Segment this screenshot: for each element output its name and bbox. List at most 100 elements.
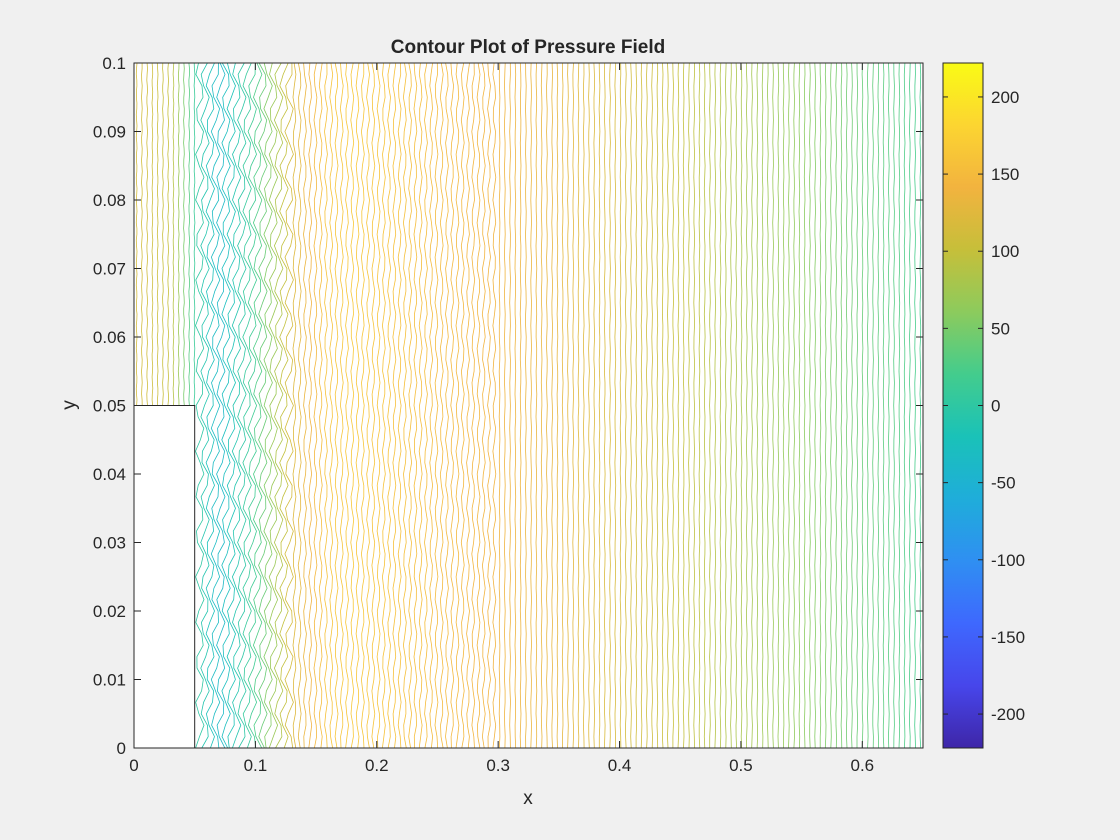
- contour-line: [258, 63, 268, 748]
- contour-line: [635, 63, 638, 748]
- contour-line: [509, 63, 511, 748]
- contour-line: [693, 63, 696, 748]
- colorbar-gradient: [942, 62, 984, 749]
- contour-line: [887, 63, 890, 748]
- contour-line: [530, 63, 532, 748]
- contour-line: [814, 63, 816, 748]
- contour-line: [877, 63, 880, 748]
- contour-line: [851, 63, 853, 748]
- y-axis-ticks: 0 0.01 0.02 0.03 0.04 0.05 0.06 0.07 0.08 0.09 0.1: [93, 54, 923, 758]
- colorbar-tick-label: -100: [991, 551, 1025, 570]
- contour-line: [360, 63, 365, 748]
- contour-line: [903, 63, 906, 748]
- contour-line: [651, 63, 653, 748]
- contour-line: [450, 63, 455, 748]
- x-tick-label: 0: [129, 756, 138, 775]
- contour-line: [292, 63, 297, 748]
- contour-line: [724, 63, 727, 748]
- contour-line: [598, 63, 601, 748]
- y-tick-label: 0.09: [93, 123, 126, 142]
- contour-line: [756, 63, 759, 748]
- contour-line: [525, 63, 527, 748]
- contour-line: [582, 63, 585, 748]
- contour-line: [402, 63, 407, 748]
- chart-title: Contour Plot of Pressure Field: [391, 37, 665, 58]
- contour-line: [350, 63, 355, 748]
- contour-line: [504, 63, 506, 748]
- contour-line: [856, 63, 859, 748]
- contour-line: [719, 63, 722, 748]
- colorbar-tick-label: 200: [991, 88, 1019, 107]
- y-tick-label: 0.08: [93, 191, 126, 210]
- contour-line: [914, 63, 916, 748]
- contour-line: [803, 63, 806, 748]
- contour-line: [567, 63, 569, 748]
- contour-line: [551, 63, 553, 748]
- contour-line: [630, 63, 632, 748]
- contour-line: [162, 63, 164, 406]
- contour-line: [210, 63, 221, 748]
- contour-line: [777, 63, 780, 748]
- contour-line: [455, 63, 460, 748]
- x-tick-label: 0.1: [244, 756, 268, 775]
- contour-line: [672, 63, 674, 748]
- contour-line: [418, 63, 423, 748]
- contour-line: [588, 63, 590, 748]
- contour-line: [273, 63, 284, 748]
- contour-line: [714, 63, 717, 748]
- contour-line: [603, 63, 606, 748]
- contour-line: [793, 63, 795, 748]
- contour-line: [434, 63, 439, 748]
- contour-lines: [135, 63, 922, 748]
- contour-line: [231, 63, 242, 748]
- contour-line: [460, 63, 465, 748]
- contour-line: [313, 63, 318, 748]
- y-tick-label: 0.01: [93, 671, 126, 690]
- contour-line: [872, 63, 874, 748]
- contour-line: [772, 63, 774, 748]
- contour-line: [866, 63, 869, 748]
- contour-line: [481, 63, 486, 748]
- contour-line: [237, 63, 247, 748]
- contour-line: [216, 63, 226, 748]
- contour-line: [646, 63, 648, 748]
- contour-line: [355, 63, 360, 748]
- contour-line: [572, 63, 575, 748]
- contour-line: [135, 63, 138, 406]
- contour-line: [151, 63, 154, 406]
- contour-line: [624, 63, 627, 748]
- y-tick-label: 0.04: [93, 465, 126, 484]
- contour-line: [429, 63, 434, 748]
- contour-line: [667, 63, 669, 748]
- contour-line: [156, 63, 159, 406]
- contour-line: [819, 63, 822, 748]
- colorbar-tick-label: -50: [991, 474, 1016, 493]
- plot-area: 0 0.1 0.2 0.3 0.4 0.5 0.6 0 0.01 0.02 0.03 0.04 0.0…: [93, 54, 924, 775]
- colorbar-ticks: -200 -150 -100 -50 0 50 100 150 200: [943, 88, 1025, 724]
- contour-line: [661, 63, 664, 748]
- y-tick-label: 0.05: [93, 397, 126, 416]
- contour-line: [381, 63, 386, 748]
- contour-line: [682, 63, 685, 748]
- contour-line: [308, 63, 313, 748]
- contour-line: [141, 63, 143, 406]
- contour-line: [656, 63, 659, 748]
- y-tick-label: 0.07: [93, 260, 126, 279]
- contour-line: [195, 63, 205, 748]
- contour-line: [193, 63, 196, 406]
- contour-line: [698, 63, 701, 748]
- contour-line: [861, 63, 864, 748]
- contour-line: [297, 63, 302, 748]
- contour-line: [703, 63, 706, 748]
- y-tick-label: 0.02: [93, 602, 126, 621]
- contour-line: [226, 63, 236, 748]
- contour-line: [424, 63, 428, 748]
- contour-line: [263, 63, 273, 748]
- contour-line: [745, 63, 748, 748]
- contour-line: [540, 63, 543, 748]
- contour-line: [279, 63, 289, 748]
- contour-line: [735, 63, 738, 748]
- contour-line: [268, 63, 279, 748]
- contour-line: [761, 63, 764, 748]
